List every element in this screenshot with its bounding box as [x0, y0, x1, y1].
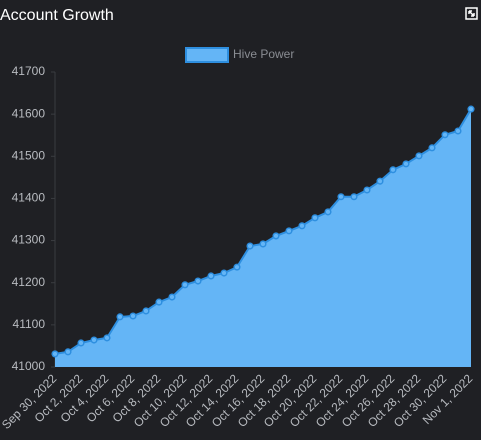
point: [285, 227, 293, 235]
point: [181, 281, 189, 289]
point: [259, 240, 267, 248]
point: [155, 298, 163, 306]
y-tick-label: 41100: [13, 317, 46, 331]
point: [64, 348, 72, 356]
point: [467, 105, 475, 113]
y-tick-label: 41700: [12, 64, 46, 78]
expand-icon[interactable]: [465, 7, 478, 20]
point: [376, 177, 384, 185]
point: [142, 307, 150, 315]
y-tick-label: 41400: [12, 191, 46, 205]
point: [441, 131, 449, 139]
legend-swatch: [185, 47, 229, 63]
point: [90, 336, 98, 344]
point: [428, 144, 436, 152]
point: [77, 339, 85, 347]
point: [246, 242, 254, 250]
point: [207, 272, 215, 280]
point: [103, 334, 111, 342]
point: [454, 127, 462, 135]
point: [194, 277, 202, 285]
y-tick-label: 41200: [12, 275, 46, 289]
point: [363, 186, 371, 194]
y-tick-label: 41500: [12, 148, 46, 162]
y-tick-label: 41300: [12, 233, 46, 247]
point: [129, 312, 137, 320]
chart-title: Account Growth: [0, 7, 114, 24]
point: [337, 193, 345, 201]
point: [116, 313, 124, 321]
point: [324, 208, 332, 216]
point: [220, 269, 228, 277]
point: [272, 232, 280, 240]
y-tick-label: 41000: [12, 359, 46, 373]
point: [298, 222, 306, 230]
point: [51, 350, 59, 358]
point: [350, 193, 358, 201]
legend-label: Hive Power: [233, 47, 294, 61]
point: [415, 152, 423, 160]
point: [402, 160, 410, 168]
point: [389, 166, 397, 174]
y-tick-label: 41600: [12, 106, 46, 120]
area: [55, 109, 471, 367]
point: [233, 263, 241, 271]
point: [168, 293, 176, 301]
point: [311, 214, 319, 222]
